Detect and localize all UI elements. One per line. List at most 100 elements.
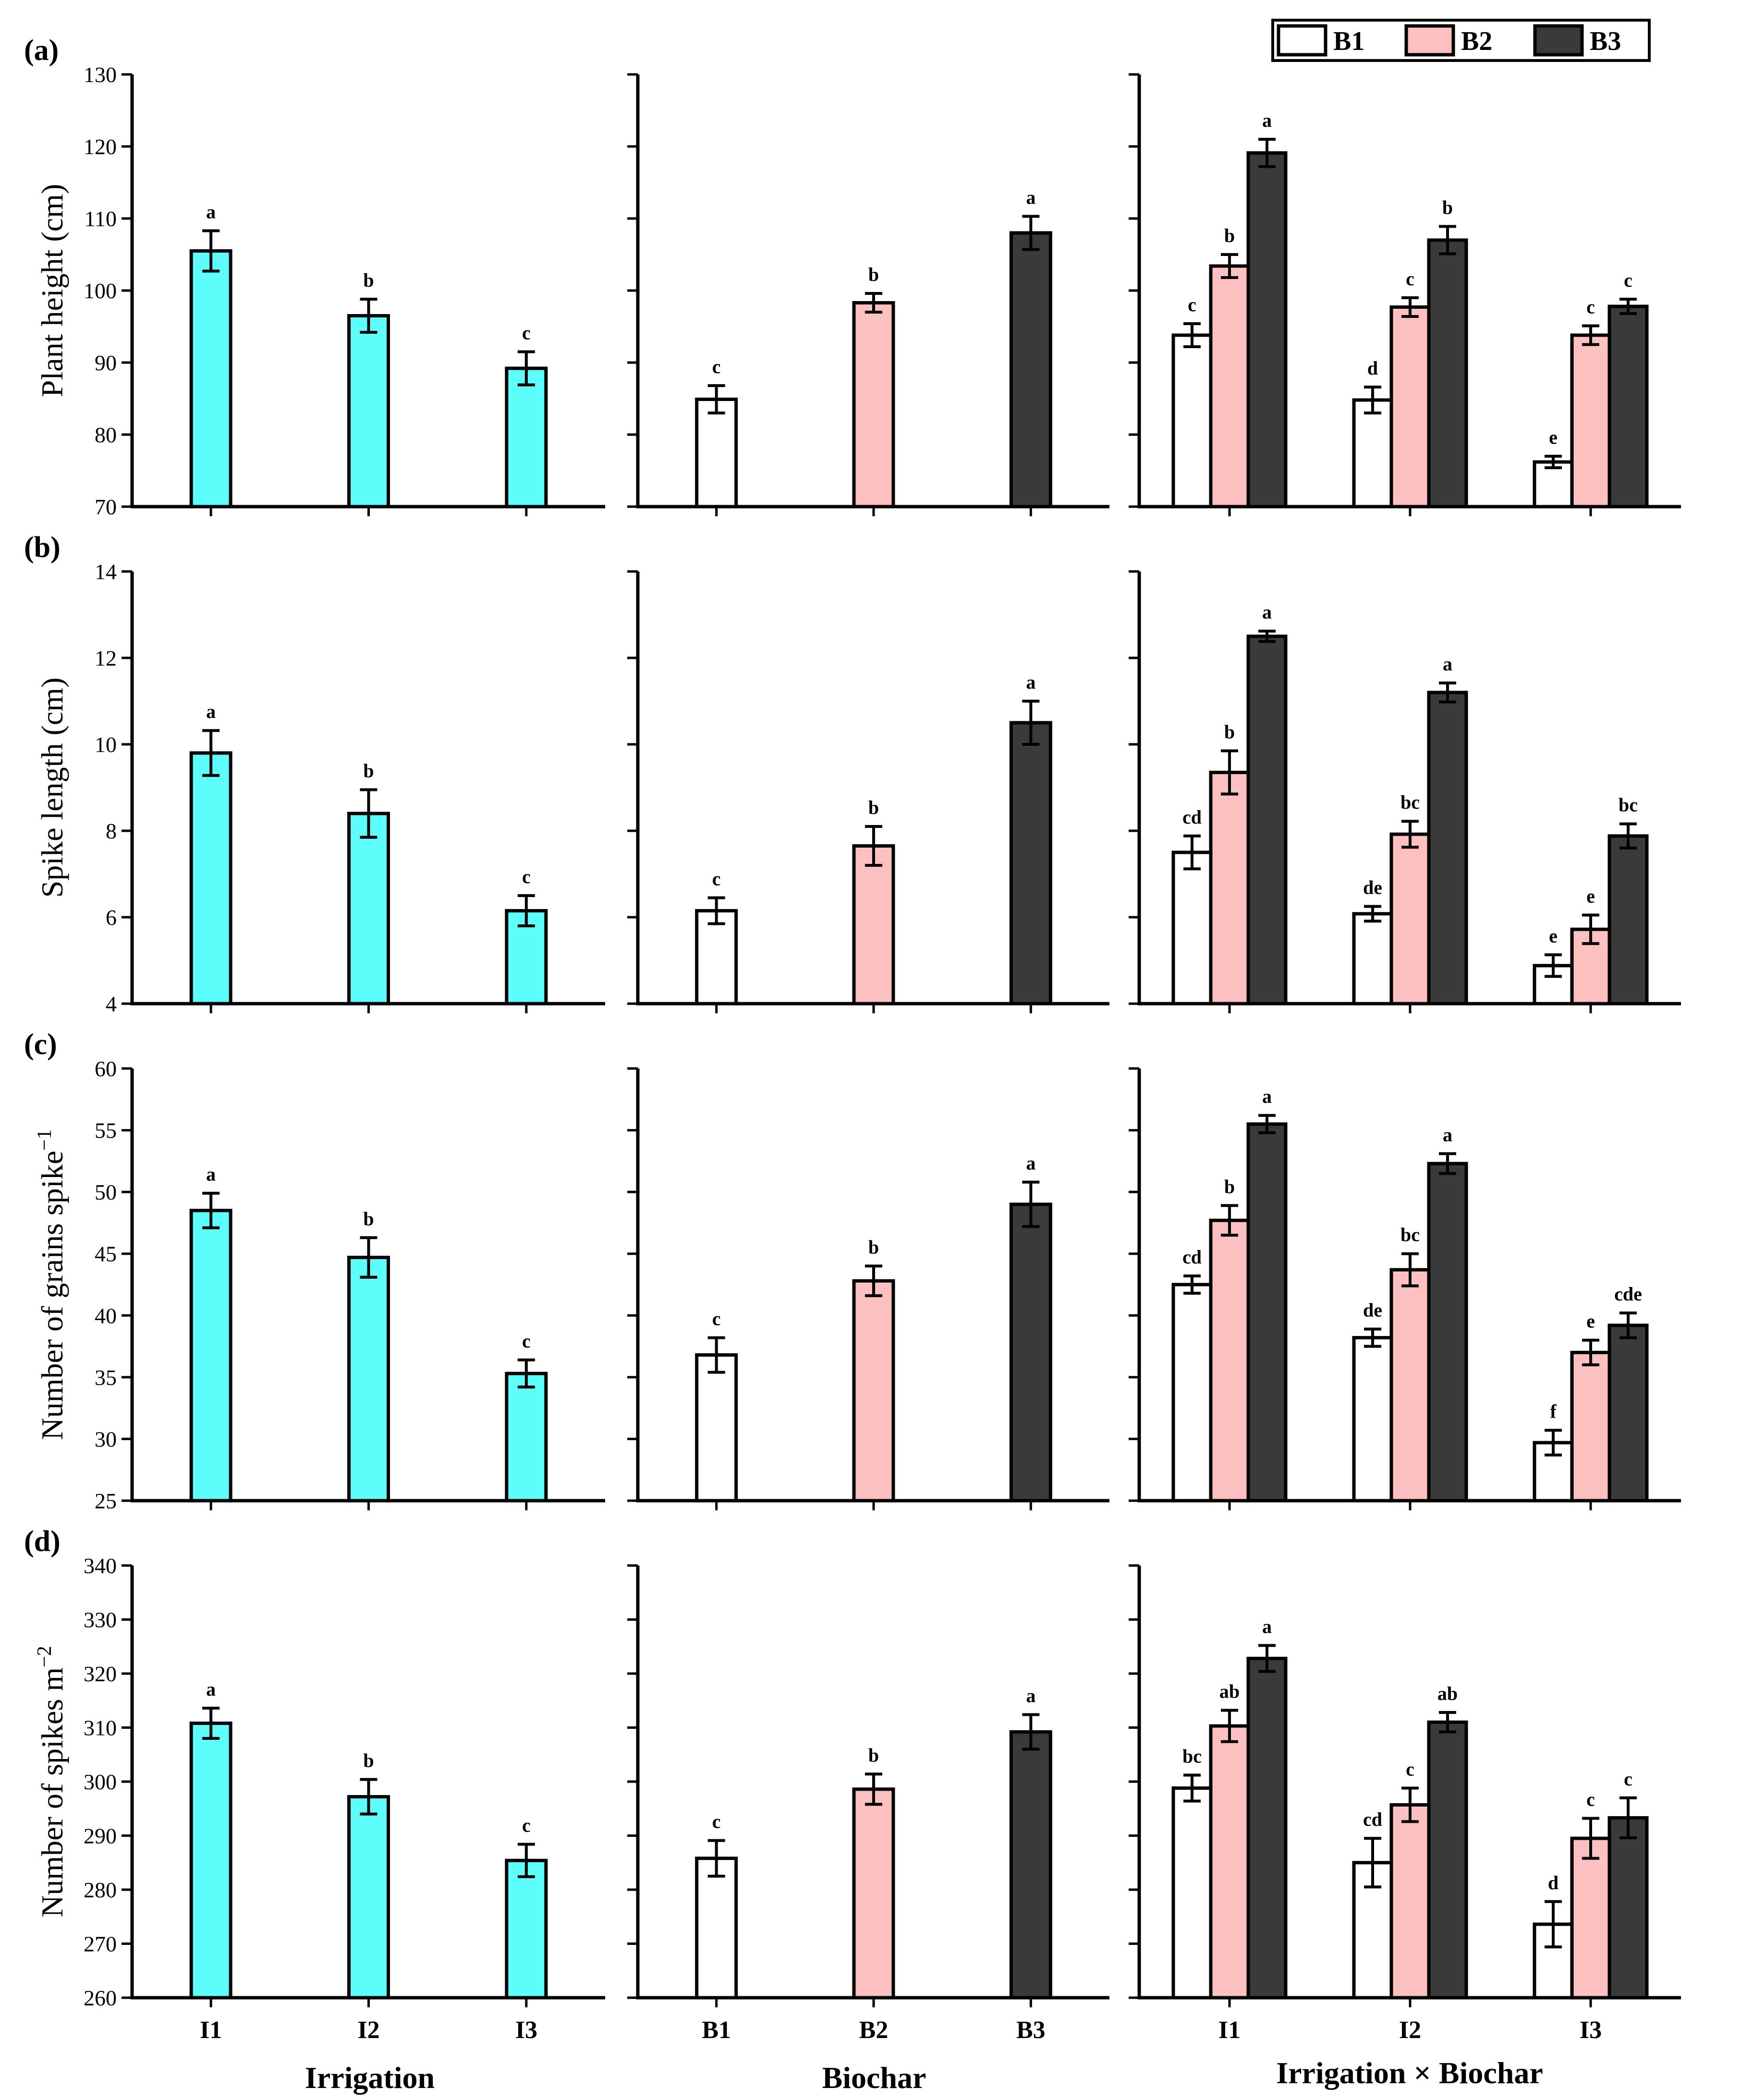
panel-irrigation: 260 270 280 290 300 310 320 330 340 I1 I2 I3 a b c xyxy=(84,1554,605,2044)
significance-letter: b xyxy=(1224,225,1235,246)
y-tick-label: 80 xyxy=(95,423,117,447)
significance-letter: a xyxy=(1262,109,1272,131)
y-axis-label: Number of grains spike−1 xyxy=(34,1129,69,1440)
bar-i2 xyxy=(347,1795,390,2000)
legend-swatch-b3 xyxy=(1533,24,1584,57)
y-tick-label: 30 xyxy=(95,1427,117,1451)
significance-letter: b xyxy=(868,264,879,285)
chart-rows: (a)Plant height (cm)708090100110120130ab… xyxy=(24,34,1681,2044)
bar-i1-b1 xyxy=(1171,850,1213,1006)
y-axis-label-text: Spike length (cm) xyxy=(35,678,69,898)
x-tick-label: I3 xyxy=(1580,2016,1602,2044)
y-tick-label: 8 xyxy=(106,819,117,843)
bar-i3-b2 xyxy=(1570,1350,1611,1503)
y-tick-label: 260 xyxy=(84,1986,117,2010)
legend-frame xyxy=(1271,19,1651,62)
significance-letter: f xyxy=(1550,1400,1557,1422)
x-tick-label: B2 xyxy=(859,2016,889,2044)
significance-letter: e xyxy=(1549,925,1558,947)
y-tick-label: 270 xyxy=(84,1932,117,1956)
bar-b1 xyxy=(695,1353,738,1503)
significance-letter: a xyxy=(1262,1616,1272,1638)
bar-i2-b1 xyxy=(1352,1336,1393,1503)
y-tick-label: 60 xyxy=(95,1056,117,1081)
y-tick-label: 55 xyxy=(95,1118,117,1143)
y-tick-label: 35 xyxy=(95,1365,117,1390)
significance-letter: a xyxy=(1443,653,1452,675)
significance-letter: bc xyxy=(1619,794,1638,816)
y-axis-label-text: Plant height (cm) xyxy=(35,184,69,397)
significance-letter: a xyxy=(1026,1153,1035,1174)
bar-i3-b3 xyxy=(1607,834,1649,1006)
bar-i1-b3 xyxy=(1246,151,1288,509)
y-tick-label: 300 xyxy=(84,1770,117,1794)
bar-i1 xyxy=(189,249,232,509)
panel-biochar: B1 B2 B3 c b a xyxy=(627,1564,1109,2044)
bar-i1-b1 xyxy=(1171,1283,1213,1503)
y-tick-label: 12 xyxy=(95,646,117,670)
significance-letter: e xyxy=(1549,426,1558,448)
bar-i2-b2 xyxy=(1389,1803,1431,2000)
significance-letter: e xyxy=(1586,1311,1595,1332)
panel-biochar: c b a xyxy=(627,73,1109,516)
y-tick-label: 6 xyxy=(106,905,117,930)
panel-irrigation: 25 30 35 40 45 50 55 60 a b c xyxy=(95,1056,605,1513)
significance-letter: a xyxy=(1262,1086,1272,1107)
y-tick-label: 4 xyxy=(106,992,117,1016)
panel-label: (d) xyxy=(24,1525,61,1558)
significance-letter: c xyxy=(712,868,721,890)
chart-row-1: (a) Plant height (cm) 70 80 90 100 110 120 130 a b… xyxy=(24,34,1681,519)
significance-letter: b xyxy=(363,269,374,291)
significance-letter: c xyxy=(1406,1759,1414,1780)
significance-letter: a xyxy=(1026,671,1035,693)
significance-letter: cd xyxy=(1182,1246,1202,1268)
significance-letter: c xyxy=(522,322,531,344)
bar-i2 xyxy=(347,1255,390,1503)
bar-i1 xyxy=(189,1209,232,1503)
bar-i3-b2 xyxy=(1570,333,1611,509)
bar-i3-b3 xyxy=(1607,304,1649,509)
bar-i1-b1 xyxy=(1171,333,1213,509)
significance-letter: a xyxy=(1443,1124,1452,1145)
y-axis-label: Plant height (cm) xyxy=(35,184,69,397)
bar-i2-b3 xyxy=(1427,1720,1468,2000)
legend-label-b3: B3 xyxy=(1590,26,1621,56)
y-tick-label: 280 xyxy=(84,1878,117,1902)
significance-letter: a xyxy=(206,201,216,223)
significance-letter: b xyxy=(363,1750,374,1772)
y-tick-label: 130 xyxy=(84,62,117,87)
y-tick-label: 310 xyxy=(84,1716,117,1740)
significance-letter: e xyxy=(1586,886,1595,907)
bar-b2 xyxy=(852,844,895,1006)
significance-letter: bc xyxy=(1182,1746,1202,1767)
bar-b2 xyxy=(852,1279,895,1503)
legend-swatch-b2 xyxy=(1404,24,1455,57)
x-tick-label: I2 xyxy=(357,2016,379,2044)
bar-i2-b2 xyxy=(1389,832,1431,1006)
significance-letter: a xyxy=(1026,1685,1035,1707)
significance-letter: c xyxy=(712,1308,721,1330)
significance-letter: b xyxy=(868,1744,879,1766)
legend-label-b2: B2 xyxy=(1461,26,1492,56)
significance-letter: d xyxy=(1367,357,1378,379)
significance-letter: a xyxy=(1262,601,1272,623)
bar-i3-b2 xyxy=(1570,1836,1611,2000)
chart-row-4: (d) Number of spikes m−2 260 270 280 290 300 31… xyxy=(24,1525,1681,2044)
bar-i2-b3 xyxy=(1427,691,1468,1006)
panel-interaction: c d e b c c a b c xyxy=(1129,73,1681,516)
bar-b3 xyxy=(1009,1202,1052,1503)
bar-i2-b1 xyxy=(1352,912,1393,1006)
y-tick-label: 14 xyxy=(95,559,117,584)
bar-i1-b3 xyxy=(1246,1122,1288,1503)
significance-letter: c xyxy=(712,356,721,377)
legend: B1 B2 B3 xyxy=(1271,19,1651,62)
legend-label-b1: B1 xyxy=(1333,26,1364,56)
significance-letter: b xyxy=(868,1236,879,1258)
panel-label: (c) xyxy=(24,1028,57,1061)
bar-b1 xyxy=(695,398,738,509)
panel-irrigation: 70 80 90 100 110 120 130 a b c xyxy=(84,62,605,519)
panel-label: (a) xyxy=(24,34,59,67)
significance-letter: b xyxy=(1224,1176,1235,1197)
significance-letter: c xyxy=(522,1330,531,1352)
y-tick-label: 45 xyxy=(95,1242,117,1266)
